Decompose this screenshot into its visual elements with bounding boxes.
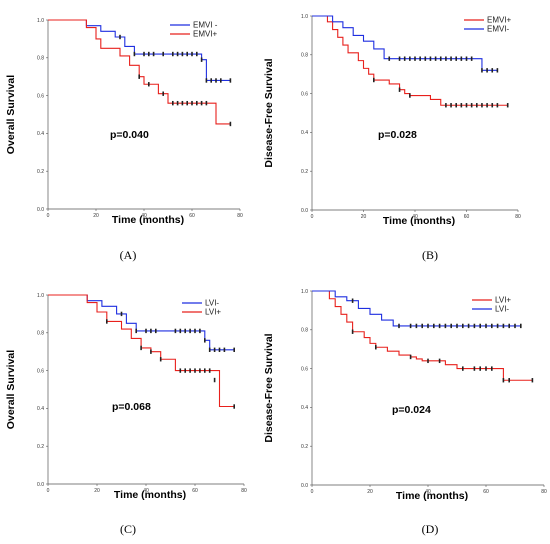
x-tick-label: 60	[464, 214, 470, 220]
x-tick-label: 60	[189, 213, 195, 219]
km-panel-1: 0.0 0.2 0.4 0.6 0.8 1.0 0 20 40 60 80 Disease-Free …	[263, 14, 521, 262]
legend-label: LVI+	[205, 308, 221, 317]
y-tick-label: 0.4	[301, 130, 308, 136]
x-tick-label: 0	[311, 214, 314, 220]
y-tick-label: 0.0	[301, 483, 308, 489]
y-tick-label: 0.4	[301, 405, 308, 411]
x-tick-label: 20	[93, 213, 99, 219]
y-axis-label: Overall Survival	[5, 75, 17, 154]
y-tick-label: 1.0	[37, 293, 44, 299]
panel-label: (D)	[422, 522, 439, 536]
x-tick-label: 0	[311, 489, 314, 495]
x-tick-label: 80	[241, 488, 247, 494]
legend-label: EMVI -	[193, 21, 218, 30]
y-tick-label: 0.2	[301, 444, 308, 450]
survival-curve-0	[312, 290, 533, 381]
km-panel-2: 0.0 0.2 0.4 0.6 0.8 1.0 0 20 40 60 80 Overall Survi…	[5, 293, 247, 536]
x-tick-label: 60	[483, 489, 489, 495]
survival-curve-1	[48, 19, 231, 125]
km-panel-0: 0.0 0.2 0.4 0.6 0.8 1.0 0 20 40 60 80 Overall Survi…	[5, 18, 243, 262]
y-tick-label: 0.6	[301, 366, 308, 372]
x-tick-label: 60	[192, 488, 198, 494]
x-tick-label: 20	[367, 489, 373, 495]
y-tick-label: 0.8	[37, 331, 44, 337]
x-tick-label: 20	[94, 488, 100, 494]
p-value-annotation: p=0.028	[378, 129, 417, 141]
panel-label: (B)	[422, 248, 438, 262]
survival-curve-1	[312, 15, 498, 71]
y-tick-label: 0.2	[301, 169, 308, 175]
y-tick-label: 0.2	[37, 169, 44, 175]
legend-label: LVI-	[495, 305, 509, 314]
panel-label: (A)	[120, 248, 137, 262]
y-tick-label: 0.6	[37, 93, 44, 99]
x-tick-label: 20	[361, 214, 367, 220]
legend-label: EMVI+	[193, 30, 218, 39]
survival-curve-1	[312, 290, 521, 327]
p-value-annotation: p=0.024	[392, 404, 431, 416]
km-panel-3: 0.0 0.2 0.4 0.6 0.8 1.0 0 20 40 60 80 Disease-Free …	[263, 289, 547, 536]
y-tick-label: 0.6	[37, 368, 44, 374]
y-axis-label: Disease-Free Survival	[263, 333, 275, 442]
legend-label: EMVI+	[487, 16, 512, 25]
legend-label: LVI-	[205, 299, 219, 308]
x-tick-label: 0	[47, 213, 50, 219]
x-axis-label: Time (months)	[383, 215, 455, 227]
panel-label: (C)	[120, 522, 136, 536]
y-tick-label: 1.0	[301, 14, 308, 20]
y-tick-label: 0.0	[301, 208, 308, 214]
y-tick-label: 0.8	[37, 56, 44, 62]
legend-label: LVI+	[495, 296, 511, 305]
y-tick-label: 0.8	[301, 53, 308, 59]
y-tick-label: 1.0	[37, 18, 44, 24]
y-tick-label: 0.0	[37, 207, 44, 213]
y-tick-label: 1.0	[301, 289, 308, 295]
y-tick-label: 0.8	[301, 328, 308, 334]
x-tick-label: 80	[237, 213, 243, 219]
y-tick-label: 0.0	[37, 482, 44, 488]
legend-label: EMVI-	[487, 25, 510, 34]
x-tick-label: 40	[141, 213, 147, 219]
x-axis-label: Time (months)	[114, 489, 186, 501]
p-value-annotation: p=0.068	[112, 401, 151, 413]
x-tick-label: 40	[412, 214, 418, 220]
y-axis-label: Overall Survival	[5, 350, 17, 429]
x-tick-label: 40	[425, 489, 431, 495]
y-tick-label: 0.4	[37, 406, 44, 412]
x-tick-label: 0	[47, 488, 50, 494]
x-tick-label: 80	[541, 489, 547, 495]
p-value-annotation: p=0.040	[110, 129, 149, 141]
y-tick-label: 0.4	[37, 131, 44, 137]
x-axis-label: Time (months)	[396, 490, 468, 502]
y-axis-label: Disease-Free Survival	[263, 58, 275, 167]
y-tick-label: 0.6	[301, 91, 308, 97]
x-axis-label: Time (months)	[112, 214, 184, 226]
y-tick-label: 0.2	[37, 444, 44, 450]
x-tick-label: 80	[515, 214, 521, 220]
x-tick-label: 40	[143, 488, 149, 494]
survival-curve-1	[48, 294, 235, 408]
